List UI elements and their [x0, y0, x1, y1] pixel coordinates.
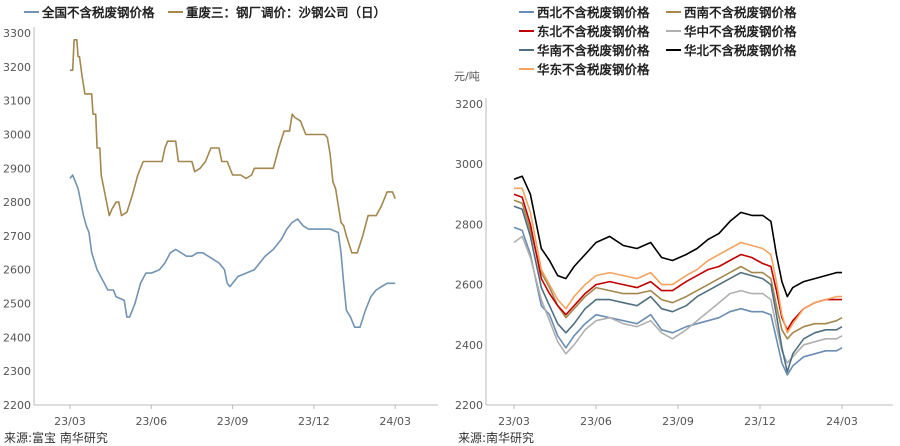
right-y-tick-label: 2400 — [455, 339, 483, 352]
left-series-group — [69, 38, 396, 329]
left-legend-label: 重废三：钢厂调价：沙钢公司（日） — [186, 5, 386, 20]
right-series-line-6 — [513, 175, 842, 298]
right-x-tick-label: 24/03 — [826, 415, 858, 428]
left-chart: 全国不含税废钢价格 重废三：钢厂调价：沙钢公司（日） 2200 2300 2400 25… — [3, 5, 438, 445]
right-y-tick-label: 2800 — [455, 218, 483, 231]
left-y-ticks: 2200 2300 2400 2500 2600 2700 2800 2900 3000 3100… — [3, 27, 31, 412]
left-y-tick-label: 2500 — [3, 298, 31, 311]
right-y-tick-label: 3000 — [455, 158, 483, 171]
right-series-line-5 — [513, 205, 843, 373]
left-legend: 全国不含税废钢价格 重废三：钢厂调价：沙钢公司（日） — [24, 5, 386, 20]
right-y-tick-label: 2200 — [455, 399, 483, 412]
right-unit-label: 元/吨 — [454, 70, 480, 83]
right-legend-label: 华北不含税废钢价格 — [684, 43, 797, 58]
left-series-line-1 — [69, 174, 396, 329]
right-series-line-2 — [513, 199, 843, 340]
left-x-tick-label: 23/12 — [298, 415, 330, 428]
right-legend-label: 西北不含税废钢价格 — [537, 5, 650, 20]
left-y-tick-label: 2400 — [3, 331, 31, 344]
left-source-note: 来源:富宝 南华研究 — [4, 430, 108, 445]
right-legend-label: 西南不含税废钢价格 — [684, 5, 797, 20]
right-y-tick-label: 3200 — [455, 98, 483, 111]
right-series-line-3 — [513, 193, 842, 331]
left-x-tick-label: 23/03 — [54, 415, 86, 428]
right-x-tick-label: 23/03 — [498, 415, 530, 428]
left-y-tick-label: 2300 — [3, 365, 31, 378]
left-y-tick-label: 2600 — [3, 264, 31, 277]
left-legend-label: 全国不含税废钢价格 — [41, 5, 155, 20]
left-y-tick-label: 3000 — [3, 128, 31, 141]
right-x-tick-label: 23/06 — [580, 415, 612, 428]
right-series-line-4 — [513, 235, 843, 364]
right-y-tick-label: 2600 — [455, 279, 483, 292]
left-y-tick-label: 2700 — [3, 230, 31, 243]
right-source-note: 来源:南华研究 — [458, 430, 534, 445]
right-legend-label: 华东不含税废钢价格 — [537, 62, 650, 77]
right-series-group — [513, 175, 843, 376]
right-x-tick-label: 23/12 — [744, 415, 776, 428]
left-x-ticks: 23/03 23/06 23/09 23/12 24/03 — [54, 405, 411, 428]
left-x-tick-label: 24/03 — [379, 415, 411, 428]
right-legend-label: 东北不含税废钢价格 — [537, 24, 650, 39]
left-y-tick-label: 2800 — [3, 196, 31, 209]
left-series-line-2 — [70, 38, 396, 254]
left-y-tick-label: 3100 — [3, 95, 31, 108]
right-legend-label: 华中不含税废钢价格 — [684, 24, 797, 39]
left-y-tick-label: 2900 — [3, 162, 31, 175]
left-y-tick-label: 3300 — [3, 27, 31, 40]
left-y-tick-label: 3200 — [3, 61, 31, 74]
right-x-tick-label: 23/09 — [662, 415, 694, 428]
right-y-ticks: 2200 2400 2600 2800 3000 3200 — [455, 98, 483, 412]
left-y-tick-label: 2200 — [3, 399, 31, 412]
left-x-tick-label: 23/09 — [217, 415, 249, 428]
right-legend-label: 华南不含税废钢价格 — [537, 43, 650, 58]
right-series-line-7 — [514, 187, 842, 334]
right-x-ticks: 23/03 23/06 23/09 23/12 24/03 — [498, 405, 858, 428]
left-x-tick-label: 23/06 — [135, 415, 167, 428]
